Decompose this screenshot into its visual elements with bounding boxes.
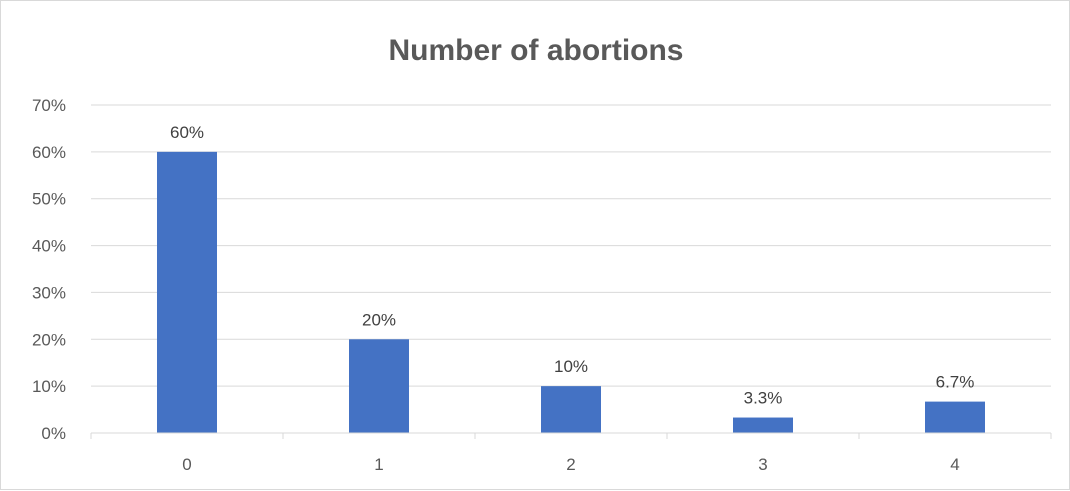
y-tick-label: 60% [32, 143, 66, 162]
bar-layer [157, 151, 985, 433]
bar [925, 401, 985, 433]
data-label: 10% [554, 357, 588, 376]
data-label: 6.7% [936, 373, 975, 392]
x-tick-label: 2 [566, 455, 575, 474]
x-tick-label: 3 [758, 455, 767, 474]
bar [733, 417, 793, 433]
data-label: 60% [170, 123, 204, 142]
grid-layer [91, 104, 1051, 387]
y-tick-label: 20% [32, 330, 66, 349]
chart-title: Number of abortions [388, 34, 684, 67]
y-tick-label: 30% [32, 283, 66, 302]
y-tick-label: 50% [32, 190, 66, 209]
x-tick-label: 4 [950, 455, 959, 474]
y-tick-label: 0% [41, 424, 66, 443]
axis-layer: 0% 10% 20% 30% 40% 50% 60% 70% 0 1 2 3 4 [32, 96, 1052, 474]
data-label: 3.3% [744, 389, 783, 408]
label-layer: 60% 20% 10% 3.3% 6.7% [170, 123, 974, 408]
y-tick-label: 70% [32, 96, 66, 115]
y-tick-label: 40% [32, 237, 66, 256]
y-tick-label: 10% [32, 377, 66, 396]
bar [541, 386, 601, 433]
bar [349, 339, 409, 433]
bar [157, 151, 217, 433]
x-tick-label: 0 [182, 455, 191, 474]
data-label: 20% [362, 310, 396, 329]
x-tick-label: 1 [374, 455, 383, 474]
